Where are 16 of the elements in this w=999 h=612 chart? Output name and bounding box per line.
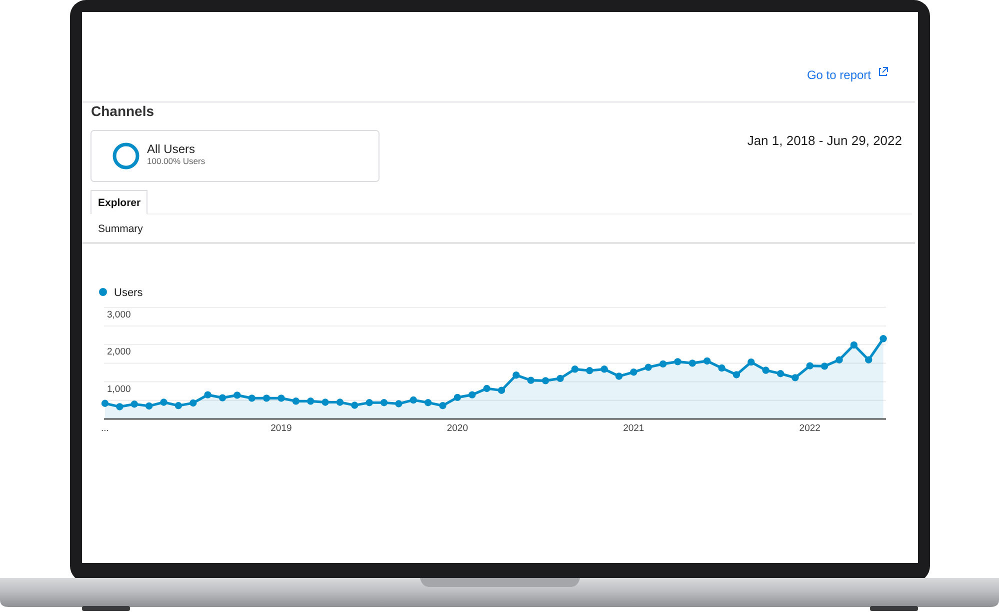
text: Summary <box>98 223 144 235</box>
chart-title: Channels <box>91 103 154 119</box>
chart-subtitle: Jan 1, 2018 - Jun 29, 2022 <box>747 133 902 148</box>
x-tick-label: 2021 <box>623 423 644 434</box>
text: 100.00% Users <box>147 156 206 166</box>
y-tick-label: 1,000 <box>107 383 131 394</box>
x-tick-label: 2022 <box>799 423 820 434</box>
text: Go to report <box>806 68 872 82</box>
text: All Users <box>147 142 196 156</box>
legend-label: Users <box>114 287 144 299</box>
y-tick-label: 2,000 <box>107 346 131 358</box>
y-tick-label: 3,000 <box>107 308 131 320</box>
x-tick-label: 2020 <box>446 423 468 434</box>
x-tick-label: 2019 <box>270 423 292 434</box>
x-tick-label: ... <box>101 423 109 434</box>
text: Explorer <box>98 197 141 209</box>
